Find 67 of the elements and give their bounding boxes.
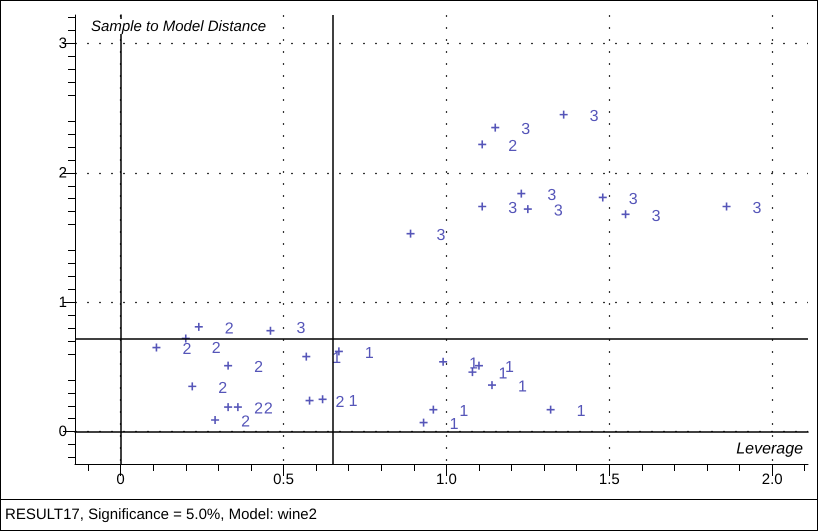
point <box>211 416 220 424</box>
text: 3 <box>436 227 446 244</box>
point <box>491 124 500 132</box>
x-tick-label: 0 <box>116 471 125 488</box>
text: 2 <box>218 380 228 397</box>
point <box>234 403 242 412</box>
point <box>546 406 555 414</box>
series-label: 1 <box>469 355 478 372</box>
text: 2 <box>508 138 518 155</box>
text: 2 <box>254 400 264 418</box>
point <box>224 403 232 412</box>
point <box>598 193 607 202</box>
point <box>439 358 448 366</box>
text: 3 <box>652 208 660 225</box>
x-tick-label: 1.0 <box>436 471 457 488</box>
point <box>420 418 428 427</box>
point <box>429 406 438 414</box>
point <box>622 210 630 218</box>
point <box>406 230 415 238</box>
x-axis-title: Leverage <box>736 440 804 458</box>
text: 1 <box>518 378 527 396</box>
point <box>266 326 274 335</box>
y-tick-label: 2 <box>58 164 67 182</box>
text: RESULT17, Significance = 5.0%, Model: wine2 <box>5 506 317 523</box>
point <box>478 202 486 211</box>
x-tick-label: 2.0 <box>762 471 783 488</box>
point <box>722 202 731 211</box>
point <box>188 382 196 390</box>
text: 3 <box>508 200 518 218</box>
point <box>306 396 314 405</box>
y-axis-title: Sample to Model Distance <box>91 18 266 35</box>
point <box>517 190 526 198</box>
text: 1 <box>364 344 374 362</box>
point <box>560 110 568 119</box>
text: 1 <box>504 359 514 376</box>
point <box>194 322 203 331</box>
text: 2 <box>254 359 264 376</box>
text: 3 <box>752 200 762 218</box>
text: 1 <box>348 392 358 410</box>
text: 2 <box>241 414 250 431</box>
text: 2 <box>264 400 273 418</box>
series-label: 2 <box>182 341 192 358</box>
point <box>302 352 310 361</box>
text: 2 <box>212 340 221 357</box>
y-tick-label: 0 <box>58 423 67 440</box>
text: 1 <box>450 416 458 434</box>
text: 1 <box>498 366 508 383</box>
y-tick-label: 1 <box>58 294 67 311</box>
text: 3 <box>554 202 563 220</box>
x-tick-label: 0.5 <box>273 471 294 488</box>
point <box>524 205 532 214</box>
text: 2 <box>336 394 344 412</box>
series-label: 3 <box>628 190 638 208</box>
text: 1 <box>459 403 468 420</box>
point <box>318 395 327 404</box>
text: 2 <box>224 320 234 338</box>
x-tick-label: 1.5 <box>598 471 620 488</box>
point <box>152 344 160 352</box>
text: 3 <box>590 108 599 126</box>
text: 3 <box>547 187 556 204</box>
text: 3 <box>521 121 530 138</box>
text: 1 <box>576 403 586 420</box>
point <box>488 381 496 390</box>
text: 3 <box>296 320 306 337</box>
point <box>478 140 486 148</box>
point <box>468 368 476 376</box>
point <box>224 362 232 370</box>
